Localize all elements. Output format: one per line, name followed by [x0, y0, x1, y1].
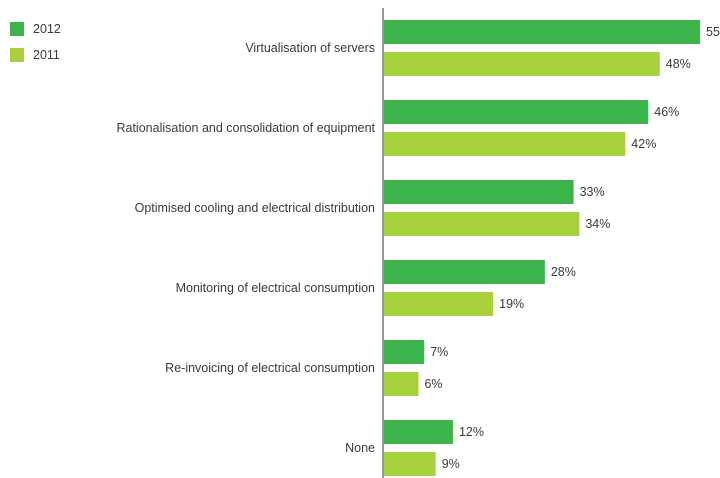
value-label: 55 — [706, 25, 720, 39]
legend-label: 2011 — [33, 48, 60, 62]
value-label: 19% — [499, 297, 524, 311]
value-label: 9% — [442, 457, 460, 471]
category-label: Virtualisation of servers — [245, 41, 375, 55]
bar-2011 — [384, 212, 580, 236]
legend: 2012 2011 — [10, 22, 61, 62]
bar-2011 — [384, 132, 626, 156]
bars-group: Virtualisation of servers 55 48% Rationalis… — [116, 20, 720, 476]
bar-2012 — [384, 260, 545, 284]
bar-2012 — [384, 100, 649, 124]
category-label: Monitoring of electrical consumption — [176, 281, 375, 295]
category-label: Re-invoicing of electrical consumption — [165, 361, 375, 375]
value-label: 12% — [459, 425, 484, 439]
legend-swatch — [10, 48, 24, 62]
legend-label: 2012 — [33, 22, 61, 36]
bar-2012 — [384, 20, 700, 44]
value-label: 48% — [666, 57, 691, 71]
category-label: Optimised cooling and electrical distrib… — [135, 201, 375, 215]
legend-swatch — [10, 22, 24, 36]
value-label: 7% — [430, 345, 448, 359]
value-label: 34% — [585, 217, 610, 231]
value-label: 33% — [580, 185, 605, 199]
bar-2012 — [384, 180, 574, 204]
category-label: None — [345, 441, 375, 455]
bar-2012 — [384, 420, 453, 444]
category-label: Rationalisation and consolidation of equ… — [116, 121, 375, 135]
bar-2011 — [384, 452, 436, 476]
value-label: 28% — [551, 265, 576, 279]
bar-2011 — [384, 292, 494, 316]
value-label: 6% — [424, 377, 442, 391]
value-label: 42% — [631, 137, 656, 151]
bar-2012 — [384, 340, 425, 364]
value-label: 46% — [654, 105, 679, 119]
bar-2011 — [384, 52, 660, 76]
bar-2011 — [384, 372, 419, 396]
